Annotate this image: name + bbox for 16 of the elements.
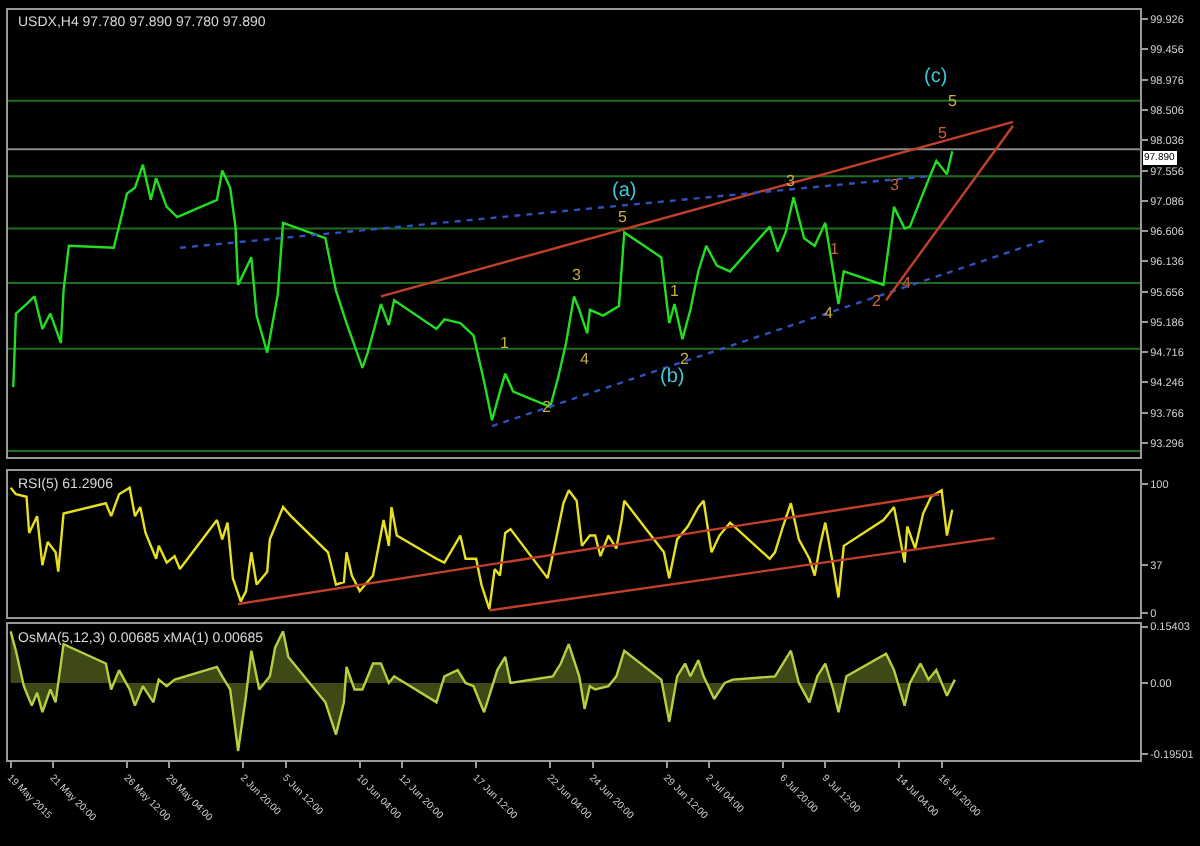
annotation: 1: [500, 334, 510, 352]
annotation: 4: [580, 350, 590, 368]
annotation: 1: [670, 282, 680, 300]
annotation: 4: [824, 304, 834, 322]
annotation: 2: [680, 350, 690, 368]
annotation: 3: [572, 266, 582, 284]
annotation: 4: [902, 274, 912, 292]
annotation: 2: [872, 292, 882, 310]
annotation: 5: [618, 208, 628, 226]
annotation: (a): [612, 180, 637, 202]
annotation: 3: [890, 176, 900, 194]
annotation: (b): [660, 366, 685, 388]
annotation: 1: [830, 240, 840, 258]
annotation: 5: [948, 92, 958, 110]
annotation: 5: [938, 124, 948, 142]
annotation: (c): [924, 66, 948, 88]
